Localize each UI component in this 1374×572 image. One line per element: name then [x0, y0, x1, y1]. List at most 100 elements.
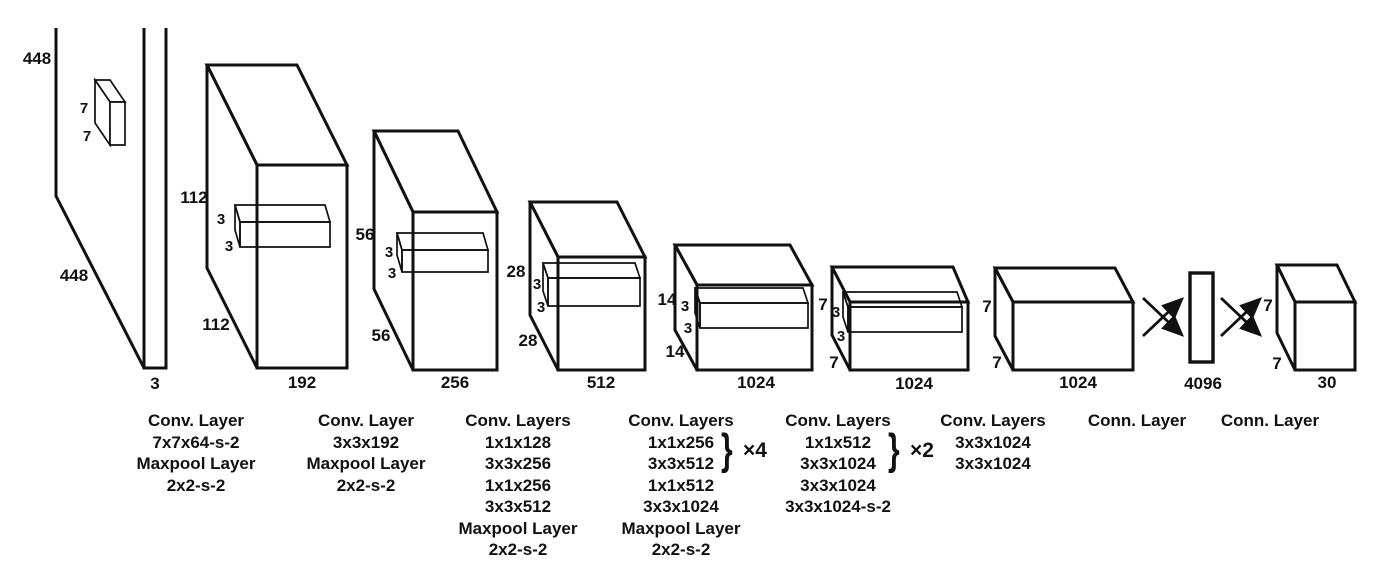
volume-1-depth-label: 112 — [202, 315, 229, 334]
kernel-box-4: 3 3 — [681, 287, 810, 337]
label-line: 3x3x1024 — [643, 497, 719, 516]
kernel-3-w-label: 3 — [537, 299, 545, 316]
volume-1-channels-label: 192 — [288, 373, 316, 392]
layer-label-column-7: Conn. Layer — [1047, 410, 1227, 432]
label-line: Conv. Layer — [317, 411, 415, 430]
volume-6-top-face — [992, 266, 1136, 304]
conv-volume-2: 56 56 256 — [356, 129, 500, 392]
label-line: Maxpool Layer — [136, 454, 256, 473]
label-line: Conv. Layers — [465, 411, 571, 430]
volume-6-channels-label: 1024 — [1059, 373, 1097, 392]
layer-label-column-6: Conv. Layers 3x3x1024 3x3x1024 — [903, 410, 1083, 475]
volume-4-channels-label: 1024 — [737, 373, 775, 392]
fc-crossing-arrows-2 — [1220, 296, 1263, 338]
output-depth-label: 7 — [1272, 354, 1281, 373]
conv-volume-1: 112 112 192 — [180, 63, 350, 392]
label-line: 2x2-s-2 — [336, 475, 396, 495]
kernel-3-h-label: 3 — [533, 276, 541, 293]
fc-vector-4096: 4096 — [1184, 271, 1222, 393]
volume-3-front-face — [556, 255, 647, 372]
kernel-1-w-label: 3 — [225, 238, 233, 255]
fc-crossing-arrows-1 — [1142, 296, 1185, 338]
output-side-label: 7 — [1263, 296, 1272, 315]
volume-5-top-face — [829, 265, 971, 304]
label-line: 3x3x1024 — [800, 454, 876, 473]
label-line: 1x1x128 — [484, 432, 552, 452]
volume-5-side-label: 7 — [818, 295, 827, 314]
input-kernel-h-label: 7 — [80, 100, 88, 117]
repeat-brace-x4: } — [721, 426, 733, 474]
label-line: Conv. Layer — [147, 411, 245, 430]
volume-6-front-face — [1011, 300, 1135, 372]
label-line: 3x3x192 — [332, 432, 400, 452]
label-line: Maxpool Layer — [621, 518, 741, 538]
input-depth-label: 3 — [150, 374, 159, 393]
kernel-4-front-face — [699, 302, 809, 329]
layer-label-column-5: Conv. Layers 1x1x512 3x3x1024 3x3x1024 3… — [748, 410, 928, 518]
volume-6-side-label: 7 — [982, 297, 991, 316]
volume-1-side-label: 112 — [180, 188, 207, 207]
kernel-2-w-label: 3 — [388, 265, 396, 282]
conv-volume-4: 14 14 1024 — [658, 243, 815, 392]
input-image-plane: 448 448 3 — [23, 28, 168, 393]
conv-volume-5: 7 7 1024 — [818, 265, 971, 393]
fc2-arrow-up — [1220, 297, 1263, 338]
output-front-face — [1293, 300, 1357, 372]
repeat-brace-x2: } — [888, 426, 900, 474]
label-line: Conv. Layers — [628, 411, 734, 430]
label-line: 3x3x1024 — [955, 454, 1031, 473]
label-line: 2x2-s-2 — [651, 540, 711, 559]
fc-vector-slab — [1188, 271, 1215, 364]
kernel-3-front-face — [547, 277, 641, 307]
kernel-box-2: 3 3 — [385, 232, 490, 282]
output-channels-label: 30 — [1318, 373, 1337, 392]
label-line: Conn. Layer — [1087, 411, 1187, 430]
conv-volume-3: 28 28 512 — [507, 200, 648, 392]
volume-5-front-face — [848, 300, 970, 372]
label-line: Maxpool Layer — [458, 518, 578, 538]
label-line: 2x2-s-2 — [488, 540, 548, 559]
volume-4-side-label: 14 — [658, 290, 677, 309]
input-width-label: 448 — [60, 266, 88, 285]
fc2-arrow-down — [1220, 296, 1263, 337]
volume-3-side-label: 28 — [507, 262, 526, 281]
kernel-box-5: 3 3 — [832, 291, 964, 345]
fc-units-label: 4096 — [1184, 374, 1222, 393]
volume-1-front-face — [255, 163, 349, 370]
input-height-label: 448 — [23, 49, 51, 68]
input-plane-left-edge — [54, 28, 146, 369]
volume-2-channels-label: 256 — [441, 373, 469, 392]
label-line: 7x7x64-s-2 — [152, 432, 240, 452]
label-line: 3x3x1024-s-2 — [785, 497, 891, 516]
volume-5-depth-label: 7 — [829, 353, 838, 372]
volume-3-channels-label: 512 — [587, 373, 615, 392]
input-kernel-front-face — [109, 101, 126, 146]
conv-volume-6: 7 7 1024 — [982, 266, 1136, 392]
label-line: 1x1x512 — [804, 432, 872, 452]
label-line: 1x1x256 — [647, 432, 715, 452]
output-volume: 7 7 30 — [1263, 263, 1358, 392]
label-line: Maxpool Layer — [306, 454, 426, 473]
label-line: 3x3x256 — [484, 454, 552, 473]
kernel-2-h-label: 3 — [385, 244, 393, 261]
layer-label-column-1: Conv. Layer 7x7x64-s-2 Maxpool Layer 2x2… — [106, 410, 286, 496]
kernel-4-h-label: 3 — [681, 298, 689, 315]
label-line: 1x1x512 — [647, 475, 715, 495]
volume-3-depth-label: 28 — [519, 331, 538, 350]
volume-6-depth-label: 7 — [992, 353, 1001, 372]
label-line: Conv. Layers — [940, 411, 1046, 430]
kernel-2-front-face — [401, 249, 489, 273]
kernel-5-h-label: 3 — [832, 304, 840, 321]
layer-label-column-2: Conv. Layer 3x3x192 Maxpool Layer 2x2-s-… — [276, 410, 456, 496]
label-line: 1x1x256 — [484, 475, 552, 495]
label-line: 3x3x512 — [484, 497, 552, 516]
input-kernel-w-label: 7 — [83, 128, 91, 145]
label-line: Conv. Layers — [785, 411, 891, 430]
fc1-arrow-down — [1142, 296, 1185, 337]
volume-4-depth-label: 14 — [666, 342, 685, 361]
volume-2-depth-label: 56 — [372, 326, 391, 345]
label-line: 2x2-s-2 — [166, 475, 226, 495]
label-line: 3x3x512 — [647, 454, 715, 473]
